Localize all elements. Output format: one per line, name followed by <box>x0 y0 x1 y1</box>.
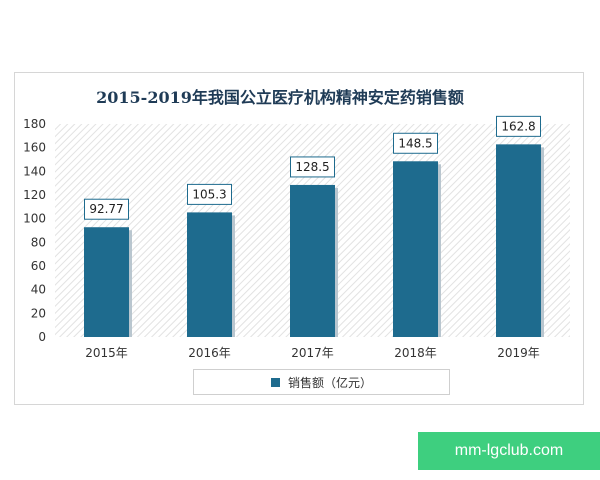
bar <box>496 144 541 337</box>
x-tick-label: 2019年 <box>497 346 540 360</box>
data-label: 162.8 <box>501 119 535 133</box>
bar <box>187 212 232 337</box>
y-tick-label: 80 <box>31 235 46 249</box>
bars: 92.77 105.3 128.5 148.5 162.8 <box>84 115 544 337</box>
y-tick-label: 120 <box>23 188 46 202</box>
y-tick-label: 20 <box>31 306 46 320</box>
chart-title: 2015-2019年我国公立医疗机构精神安定药销售额 <box>96 88 464 107</box>
y-tick-label: 0 <box>38 330 46 344</box>
watermark-text: mm-lgclub.com <box>454 442 564 459</box>
y-tick-label: 100 <box>23 212 46 226</box>
x-axis: 2015年 2016年 2017年 2018年 2019年 <box>85 346 540 360</box>
data-label-box <box>84 198 129 220</box>
bar <box>393 161 438 337</box>
data-label-box <box>290 156 335 178</box>
data-label-box <box>496 115 541 137</box>
y-axis: 0 20 40 60 80 100 120 140 160 180 <box>23 117 46 344</box>
data-label: 148.5 <box>398 136 432 150</box>
x-tick-label: 2015年 <box>85 346 128 360</box>
data-label-box <box>187 183 232 205</box>
legend-swatch <box>270 377 280 387</box>
y-tick-label: 160 <box>23 141 46 155</box>
data-label: 105.3 <box>192 187 226 201</box>
x-tick-label: 2017年 <box>291 346 334 360</box>
watermark-banner: mm-lgclub.com <box>418 432 600 470</box>
data-label: 128.5 <box>295 160 329 174</box>
y-tick-label: 40 <box>31 283 46 297</box>
legend: 销售额（亿元） <box>193 369 450 395</box>
bar <box>84 227 129 337</box>
x-tick-label: 2016年 <box>188 346 231 360</box>
x-tick-label: 2018年 <box>394 346 437 360</box>
data-label-box <box>393 132 438 154</box>
legend-label: 销售额（亿元） <box>287 375 372 390</box>
y-tick-label: 60 <box>31 259 46 273</box>
data-label: 92.77 <box>89 202 123 216</box>
y-tick-label: 180 <box>23 117 46 131</box>
y-tick-label: 140 <box>23 164 46 178</box>
bar <box>290 184 335 337</box>
